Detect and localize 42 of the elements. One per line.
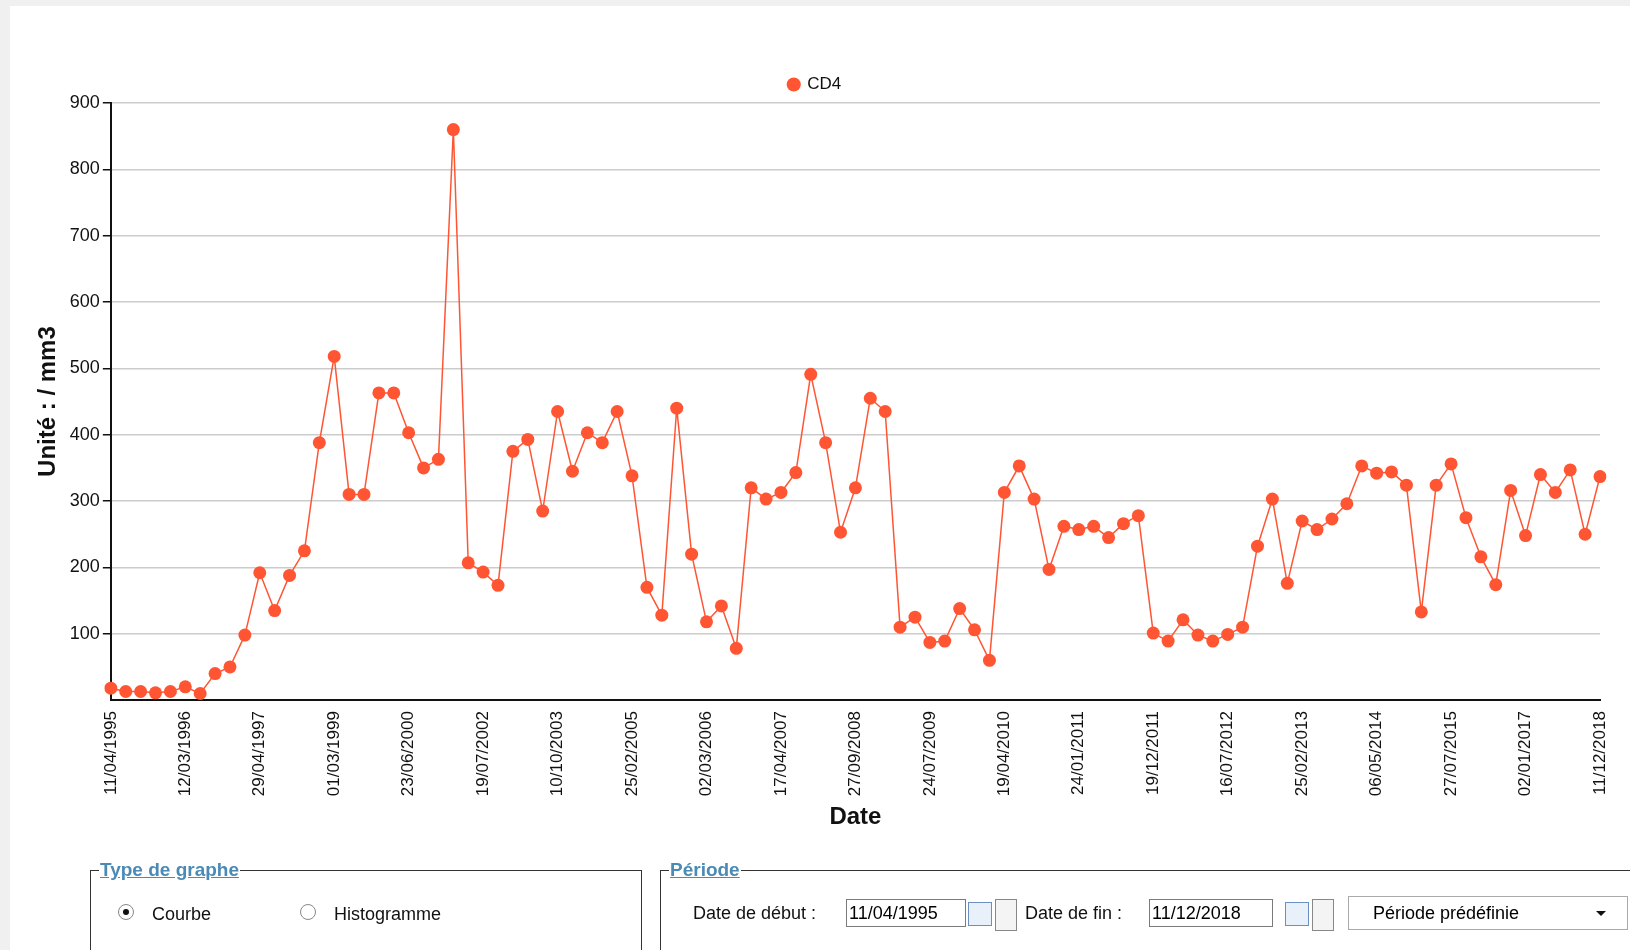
text: Période prédéfinie: [1348, 896, 1628, 930]
x-tick-label: 02/03/2006: [696, 711, 716, 797]
x-tick-label: 02/01/2017: [1515, 711, 1535, 797]
x-tick-label: 27/07/2015: [1440, 711, 1460, 797]
y-tick-label: 600: [69, 291, 100, 312]
y-tick-label: 100: [69, 622, 100, 643]
y-tick-label: 500: [69, 357, 100, 378]
x-tick-label: 24/07/2009: [919, 711, 939, 797]
x-tick-label: 16/07/2012: [1217, 711, 1237, 797]
y-tick-label: 200: [69, 556, 100, 577]
text: 11/12/2018: [1149, 899, 1273, 927]
x-tick-label: 06/05/2014: [1366, 711, 1386, 797]
text: 11/04/1995: [846, 899, 966, 927]
x-tick-label: 12/03/1996: [174, 711, 194, 797]
text: Courbe: [152, 904, 212, 925]
x-tick-label: 17/04/2007: [770, 711, 790, 797]
x-tick-label: 25/02/2013: [1291, 711, 1311, 797]
text: Type de graphe: [99, 859, 241, 881]
x-tick-label: 19/04/2010: [994, 711, 1014, 797]
x-tick-label: 23/06/2000: [398, 711, 418, 797]
y-tick-label: 700: [69, 224, 100, 245]
x-tick-label: 01/03/1999: [323, 711, 343, 797]
text: Date de début :: [693, 903, 817, 924]
x-tick-label: 19/12/2011: [1142, 711, 1162, 795]
text: Date de fin :: [1025, 903, 1123, 924]
legend-label: CD4: [807, 74, 842, 94]
x-tick-label: 11/04/1995: [100, 711, 120, 795]
x-tick-label: 29/04/1997: [249, 711, 269, 797]
y-tick-label: 400: [69, 423, 100, 444]
text: Histogramme: [334, 904, 442, 925]
text: Période: [669, 859, 741, 881]
x-tick-label: 11/12/2018: [1589, 711, 1609, 795]
y-tick-label: 900: [69, 91, 100, 112]
x-tick-label: 19/07/2002: [472, 711, 492, 797]
y-axis-title: Unité : / mm3: [33, 326, 61, 477]
x-tick-label: 27/09/2008: [845, 711, 865, 797]
x-tick-label: 25/02/2005: [621, 711, 641, 797]
x-tick-label: 10/10/2003: [547, 711, 567, 797]
y-tick-label: 800: [69, 158, 100, 179]
y-tick-label: 300: [69, 490, 100, 511]
x-axis-title: Date: [829, 802, 882, 830]
x-tick-label: 24/01/2011: [1068, 711, 1088, 795]
